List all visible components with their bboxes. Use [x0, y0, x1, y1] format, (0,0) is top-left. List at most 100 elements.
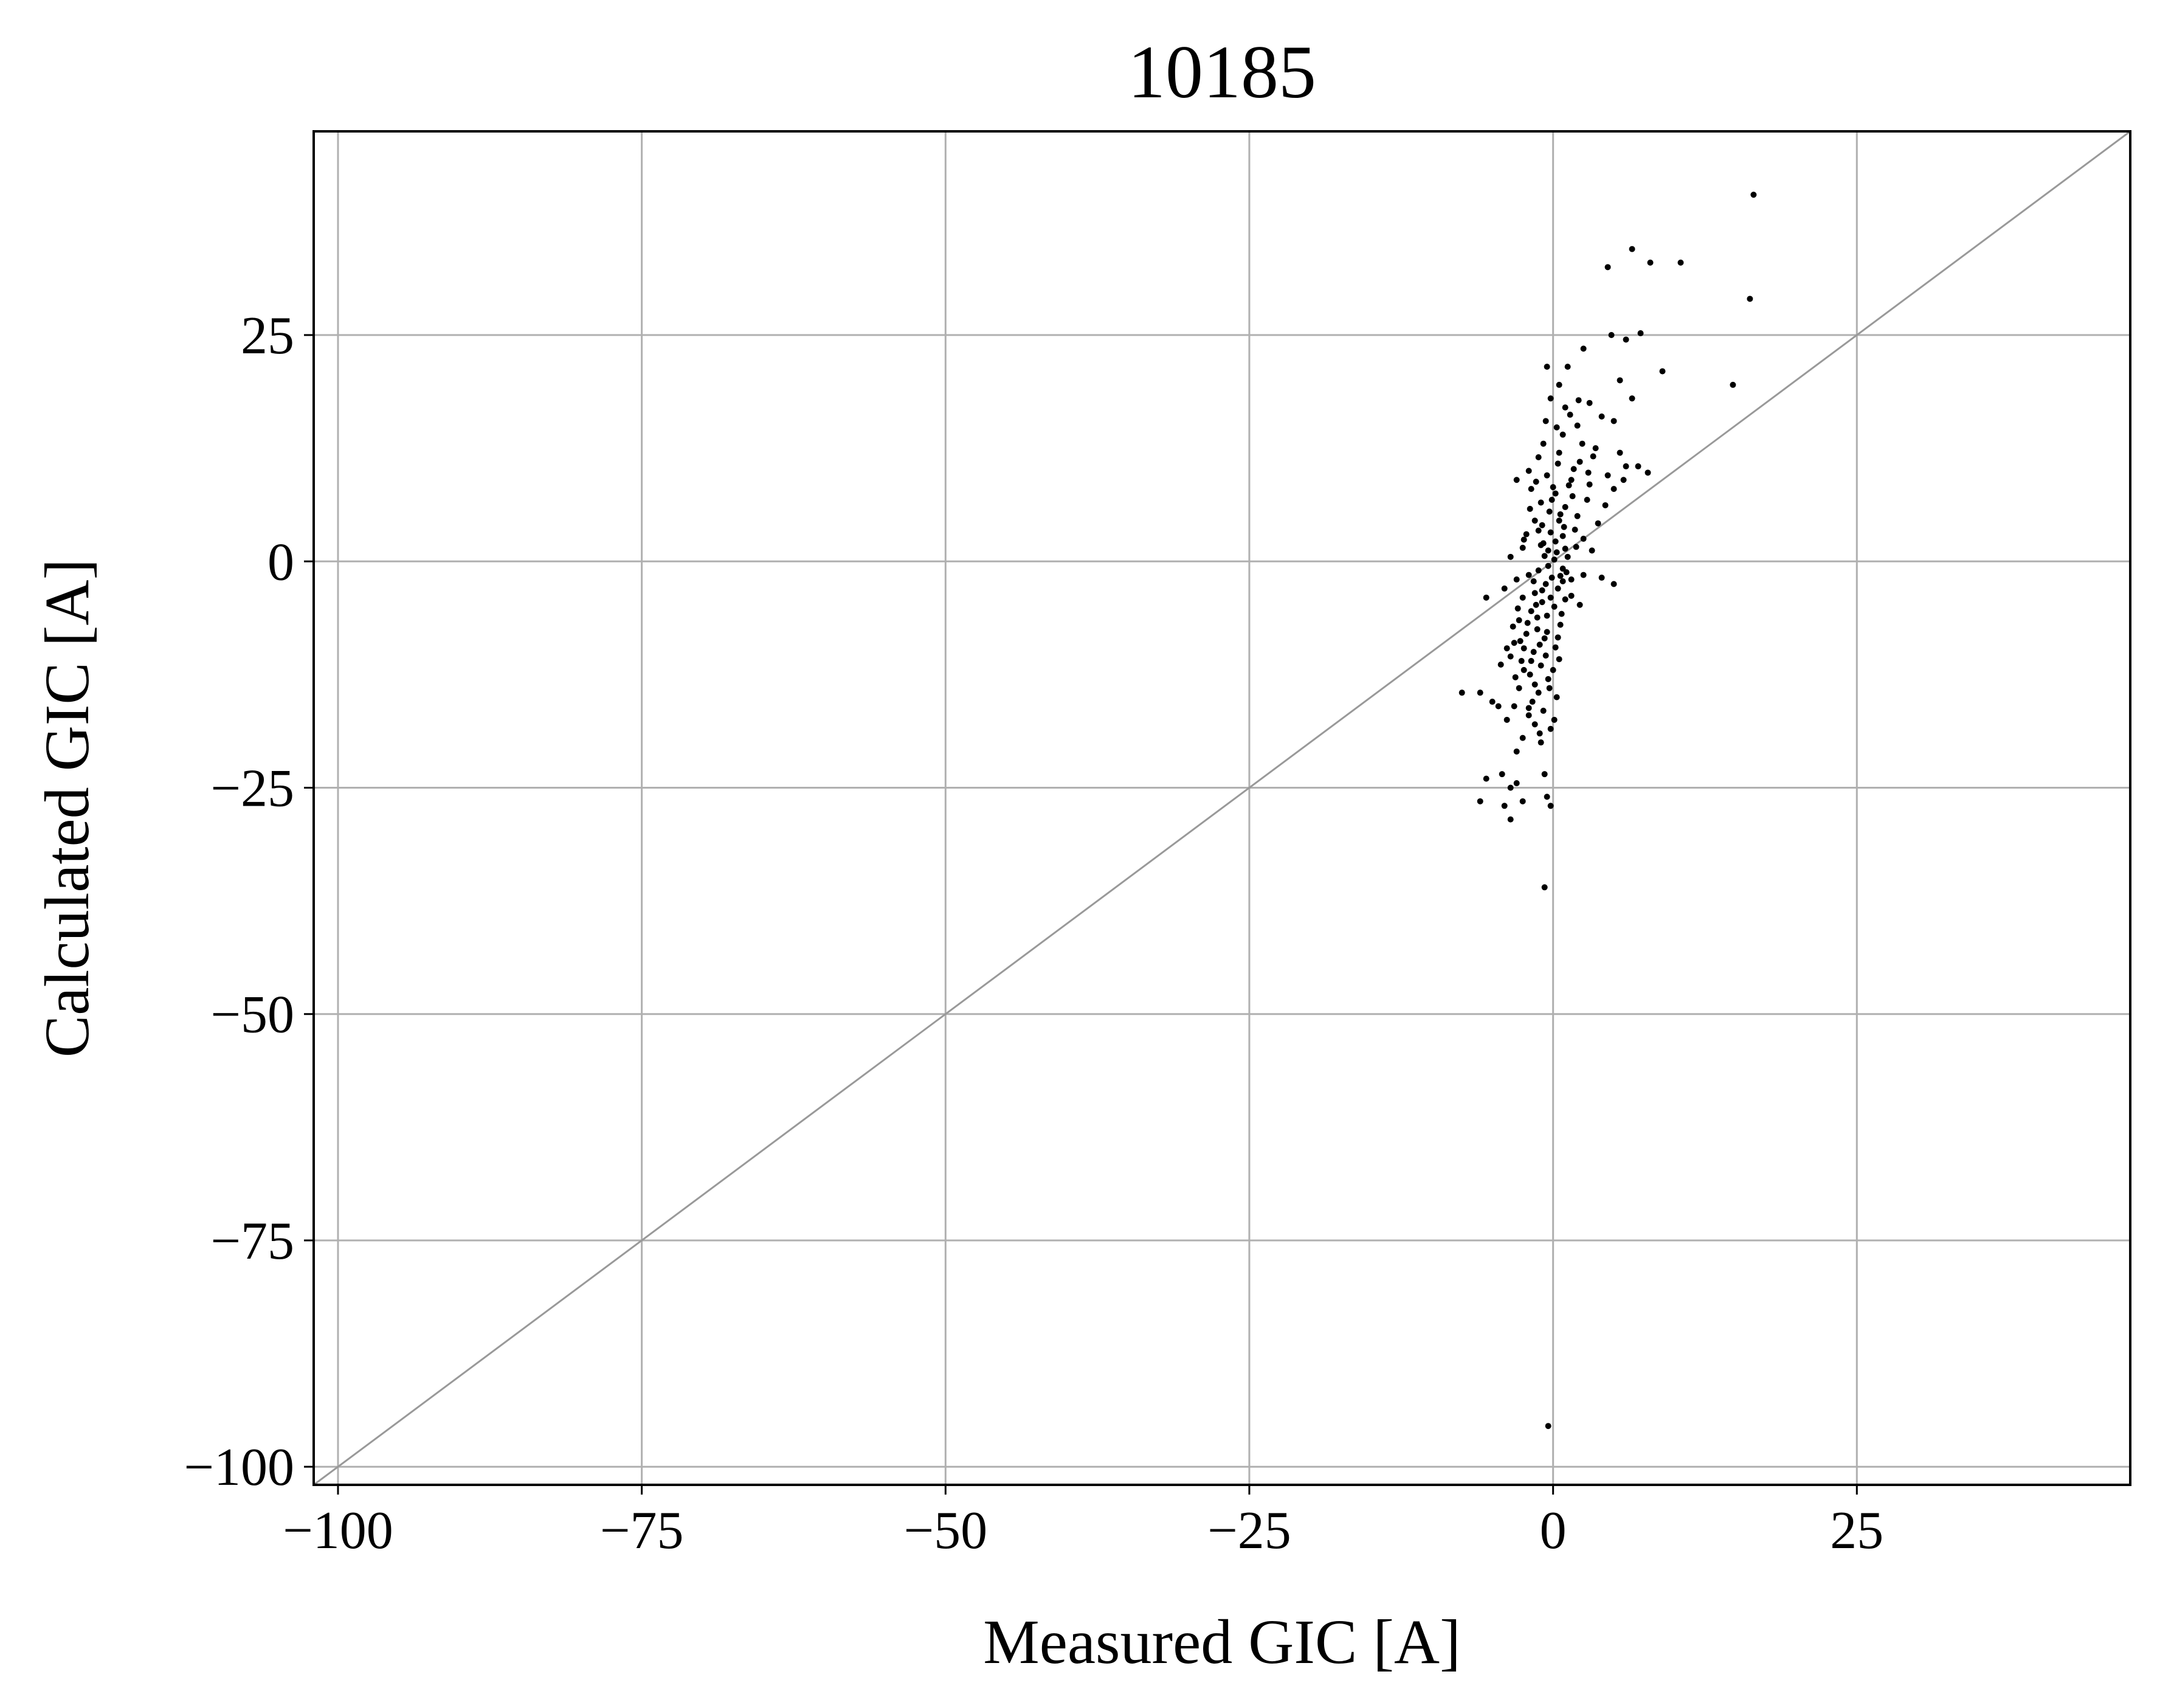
- data-point: [1558, 610, 1565, 617]
- data-point: [1557, 621, 1564, 628]
- data-point: [1551, 716, 1558, 723]
- data-point: [1544, 629, 1550, 635]
- grid: [314, 131, 2130, 1485]
- plot-frame: [312, 130, 2131, 1486]
- data-point: [1585, 469, 1592, 476]
- data-point: [1623, 336, 1629, 343]
- data-point: [1520, 645, 1527, 652]
- data-point: [1623, 463, 1629, 469]
- data-point: [1527, 505, 1533, 512]
- data-point: [1513, 748, 1520, 755]
- data-point: [1531, 517, 1538, 524]
- data-point: [1530, 649, 1537, 655]
- data-point: [1602, 502, 1609, 508]
- data-point: [1544, 793, 1550, 800]
- data-point: [1544, 612, 1550, 619]
- data-point: [1477, 690, 1483, 696]
- data-point: [1590, 453, 1596, 460]
- data-point: [1551, 603, 1558, 610]
- data-point: [1533, 479, 1539, 485]
- data-point: [1563, 569, 1570, 576]
- data-point: [1507, 553, 1514, 560]
- y-axis-ticks: −100 −75 −50 −25 0 25: [184, 306, 314, 1497]
- data-point: [1541, 635, 1548, 641]
- data-point: [1501, 803, 1508, 809]
- data-point: [1568, 477, 1575, 483]
- data-point: [1552, 538, 1559, 545]
- x-tick-label: −75: [600, 1501, 684, 1560]
- x-tick-label: −50: [903, 1501, 987, 1560]
- data-point: [1576, 458, 1583, 465]
- data-point: [1559, 578, 1566, 585]
- data-point: [1629, 395, 1635, 402]
- data-point: [1535, 454, 1542, 461]
- data-point: [1575, 397, 1582, 404]
- data-point: [1598, 413, 1605, 420]
- x-axis-label: Measured GIC [A]: [983, 1607, 1461, 1677]
- data-point: [1531, 590, 1538, 596]
- data-point: [1564, 364, 1571, 370]
- data-point: [1553, 424, 1560, 430]
- data-point: [1635, 463, 1641, 469]
- data-point: [1507, 653, 1514, 660]
- data-point: [1617, 449, 1623, 456]
- data-point: [1483, 594, 1489, 601]
- data-point: [1567, 412, 1573, 418]
- data-point: [1541, 884, 1548, 891]
- data-point: [1516, 685, 1522, 691]
- data-point: [1557, 511, 1564, 517]
- data-point: [1562, 503, 1569, 510]
- data-point: [1516, 617, 1522, 624]
- data-point: [1556, 449, 1562, 456]
- data-point: [1541, 771, 1548, 778]
- data-point: [1555, 585, 1561, 592]
- data-point: [1584, 497, 1590, 503]
- data-point: [1520, 666, 1527, 673]
- data-point: [1510, 623, 1516, 630]
- y-tick-label: −75: [210, 1212, 294, 1271]
- data-point: [1540, 440, 1547, 447]
- data-point: [1513, 780, 1520, 787]
- x-tick-label: 25: [1830, 1501, 1883, 1560]
- data-point: [1545, 547, 1551, 554]
- y-tick-label: −100: [184, 1438, 294, 1497]
- data-point: [1525, 712, 1532, 719]
- data-point: [1552, 644, 1559, 651]
- data-point: [1519, 544, 1526, 551]
- data-point: [1548, 575, 1555, 581]
- data-point: [1542, 652, 1549, 659]
- data-point: [1523, 631, 1530, 637]
- data-point: [1517, 638, 1524, 645]
- data-point: [1539, 587, 1545, 593]
- data-point: [1598, 575, 1605, 581]
- data-point: [1520, 536, 1527, 543]
- data-point: [1562, 545, 1569, 552]
- data-point: [1544, 364, 1550, 370]
- data-point: [1553, 549, 1560, 556]
- data-point: [1525, 705, 1532, 711]
- data-point: [1542, 581, 1549, 587]
- data-point: [1530, 578, 1537, 585]
- data-point: [1507, 816, 1514, 823]
- data-point: [1647, 259, 1654, 266]
- data-point: [1620, 477, 1627, 483]
- data-point: [1569, 493, 1576, 500]
- data-point: [1541, 553, 1548, 559]
- data-point: [1556, 381, 1562, 388]
- data-point: [1547, 529, 1554, 536]
- data-point: [1536, 730, 1543, 737]
- data-point: [1477, 798, 1483, 804]
- data-point: [1573, 544, 1579, 550]
- data-point: [1579, 440, 1586, 447]
- data-point: [1552, 490, 1559, 497]
- x-tick-label: −100: [283, 1501, 393, 1560]
- data-point: [1518, 658, 1525, 665]
- data-points: [1458, 192, 1757, 1430]
- data-point: [1557, 573, 1564, 579]
- data-point: [1570, 466, 1577, 472]
- data-point: [1544, 472, 1550, 479]
- data-point: [1574, 513, 1581, 519]
- data-point: [1546, 685, 1553, 691]
- data-point: [1519, 798, 1526, 804]
- data-point: [1511, 640, 1517, 646]
